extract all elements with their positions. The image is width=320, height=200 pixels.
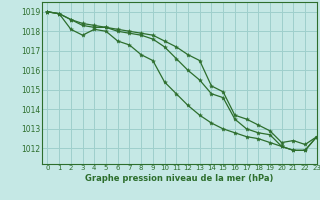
X-axis label: Graphe pression niveau de la mer (hPa): Graphe pression niveau de la mer (hPa) [85,174,273,183]
